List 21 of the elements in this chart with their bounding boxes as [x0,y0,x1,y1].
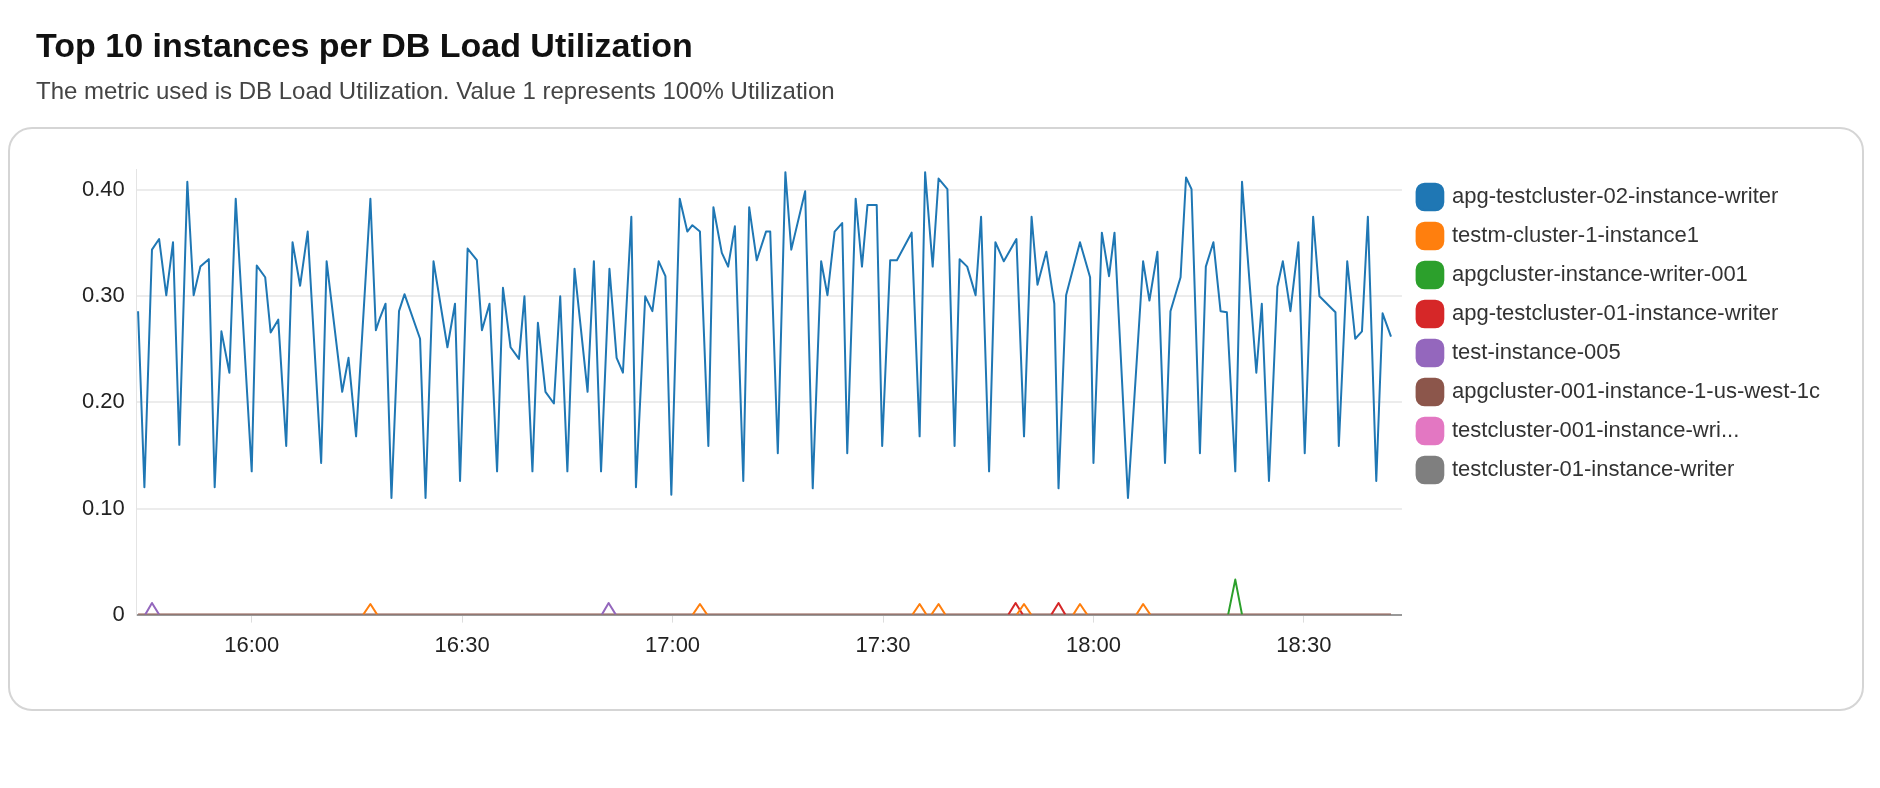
y-tick-label: 0.10 [81,494,125,520]
legend-label: test-instance-005 [1451,339,1621,365]
x-tick-label: 16:30 [434,631,490,657]
y-tick-label: 0.40 [81,176,125,202]
legend-label: testm-cluster-1-instance1 [1451,222,1699,248]
legend-label: testcluster-001-instance-wri... [1451,417,1740,443]
legend-label: apgcluster-001-instance-1-us-west-1c [1451,378,1821,404]
x-tick-label: 16:00 [224,631,280,657]
chart-subtitle: The metric used is DB Load Utilization. Value 1 represents 100% Utilization [36,77,836,105]
chart-title: Top 10 instances per DB Load Utilization [36,26,694,65]
legend-label: testcluster-01-instance-writer [1451,456,1735,482]
x-tick-label: 18:30 [1276,631,1332,657]
y-tick-label: 0 [112,600,125,626]
legend-label: apgcluster-instance-writer-001 [1451,261,1748,287]
legend-label: apg-testcluster-02-instance-writer [1451,183,1779,209]
x-tick-label: 17:30 [855,631,911,657]
y-tick-label: 0.20 [81,388,125,414]
x-tick-label: 18:00 [1065,631,1121,657]
y-tick-label: 0.30 [81,282,125,308]
x-tick-label: 17:00 [645,631,701,657]
legend-label: apg-testcluster-01-instance-writer [1451,300,1779,326]
